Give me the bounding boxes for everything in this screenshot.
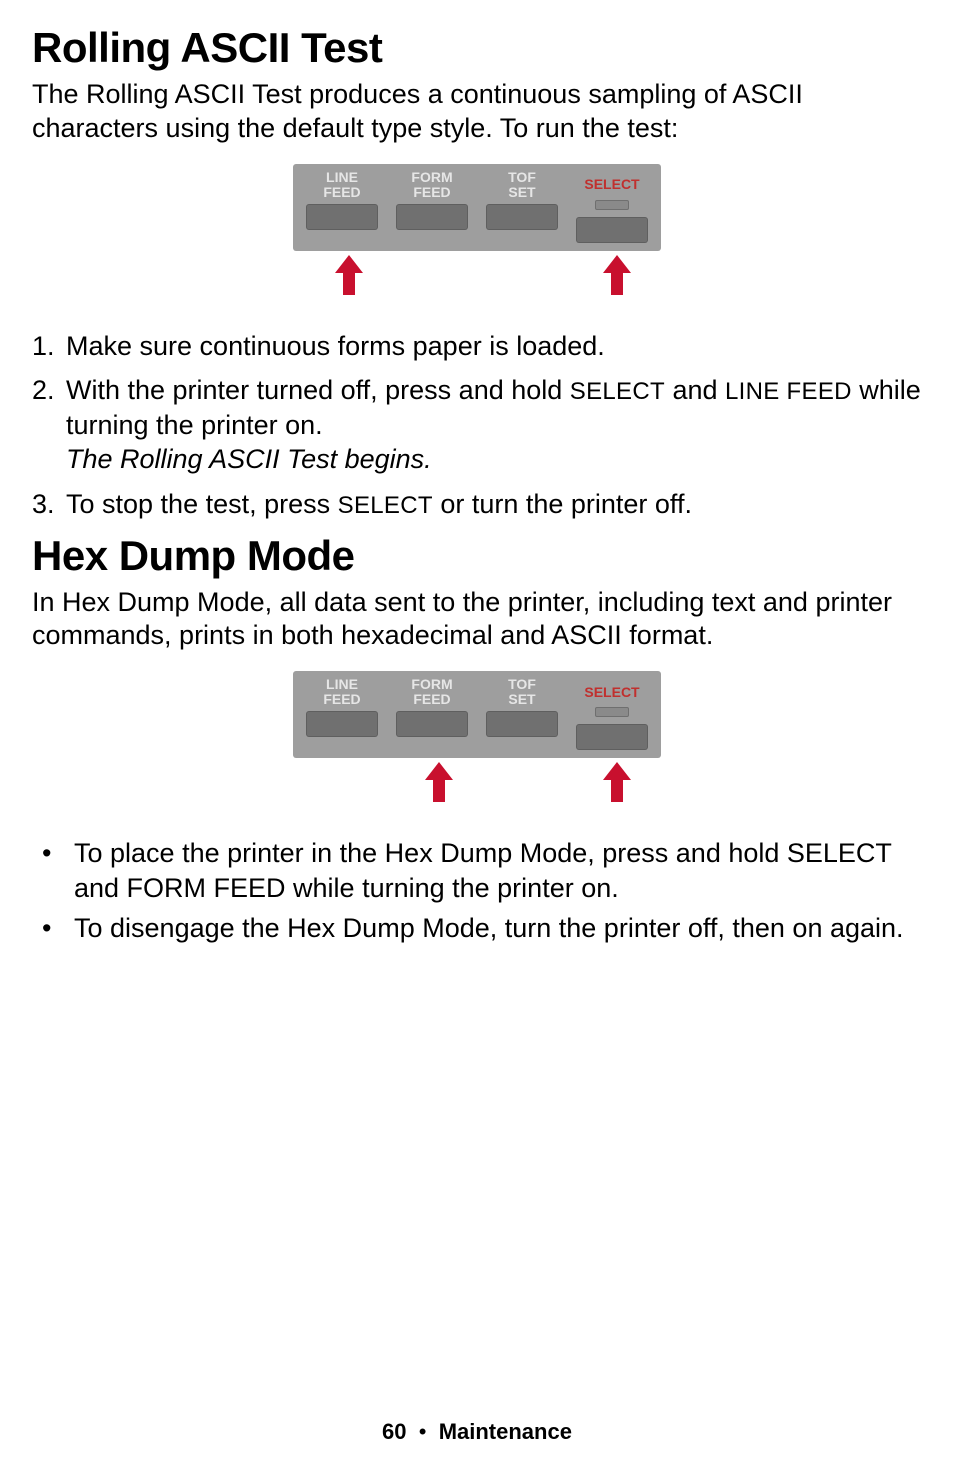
panel2-arrows xyxy=(293,762,661,804)
label: FEED xyxy=(411,692,452,707)
panel1-col-tofset: TOFSET xyxy=(481,170,563,243)
step-text: With the printer turned off, press and h… xyxy=(66,375,570,405)
label: FEED xyxy=(411,185,452,200)
panel2-col-select: SELECT xyxy=(571,677,653,750)
panel2-col-tofset: TOFSET xyxy=(481,677,563,750)
page-number: 60 xyxy=(382,1419,406,1444)
bullet-1: To place the printer in the Hex Dump Mod… xyxy=(32,836,922,905)
section2-intro: In Hex Dump Mode, all data sent to the p… xyxy=(32,586,922,654)
label: LINE xyxy=(323,170,360,185)
footer-section: Maintenance xyxy=(439,1419,572,1444)
step-3: To stop the test, press SELECT or turn t… xyxy=(32,487,922,522)
label: FORM xyxy=(411,677,452,692)
tofset-button[interactable] xyxy=(486,711,558,737)
panel2-col-linefeed: LINEFEED xyxy=(301,677,383,750)
section1-panel: LINEFEED FORMFEED TOFSET SELECT xyxy=(32,164,922,297)
key-linefeed: LINE FEED xyxy=(725,378,852,405)
label: FORM xyxy=(411,170,452,185)
bullet-2: To disengage the Hex Dump Mode, turn the… xyxy=(32,911,922,946)
linefeed-button[interactable] xyxy=(306,711,378,737)
section2-heading: Hex Dump Mode xyxy=(32,532,922,580)
formfeed-button[interactable] xyxy=(396,204,468,230)
select-button[interactable] xyxy=(576,217,648,243)
panel1-col-linefeed: LINEFEED xyxy=(301,170,383,243)
up-arrow-icon xyxy=(603,255,631,295)
step-text: and xyxy=(665,375,725,405)
section2-panel: LINEFEED FORMFEED TOFSET SELECT xyxy=(32,671,922,804)
section1-steps: Make sure continuous forms paper is load… xyxy=(32,329,922,522)
up-arrow-icon xyxy=(335,255,363,295)
select-led xyxy=(595,200,629,210)
section1-intro: The Rolling ASCII Test produces a contin… xyxy=(32,78,922,146)
tofset-button[interactable] xyxy=(486,204,558,230)
up-arrow-icon xyxy=(425,762,453,802)
label: TOF xyxy=(508,170,536,185)
label: FEED xyxy=(323,185,360,200)
step-result: The Rolling ASCII Test begins. xyxy=(66,444,432,474)
step-text: Make sure continuous forms paper is load… xyxy=(66,331,605,361)
step-text: or turn the printer off. xyxy=(433,489,692,519)
label: FEED xyxy=(323,692,360,707)
key-select: SELECT xyxy=(338,492,433,519)
footer-bullet: • xyxy=(419,1419,427,1444)
select-button[interactable] xyxy=(576,724,648,750)
key-select: SELECT xyxy=(570,378,665,405)
label: SET xyxy=(508,692,536,707)
label: SELECT xyxy=(584,685,639,700)
panel1-col-formfeed: FORMFEED xyxy=(391,170,473,243)
up-arrow-icon xyxy=(603,762,631,802)
section1-heading: Rolling ASCII Test xyxy=(32,24,922,72)
step-1: Make sure continuous forms paper is load… xyxy=(32,329,922,364)
section2-bullets: To place the printer in the Hex Dump Mod… xyxy=(32,836,922,946)
page-footer: 60 • Maintenance xyxy=(0,1419,954,1445)
step-2: With the printer turned off, press and h… xyxy=(32,373,922,477)
formfeed-button[interactable] xyxy=(396,711,468,737)
linefeed-button[interactable] xyxy=(306,204,378,230)
label: TOF xyxy=(508,677,536,692)
label: LINE xyxy=(323,677,360,692)
panel1-arrows xyxy=(293,255,661,297)
panel2-col-formfeed: FORMFEED xyxy=(391,677,473,750)
label: SET xyxy=(508,185,536,200)
select-led xyxy=(595,707,629,717)
label: SELECT xyxy=(584,177,639,192)
step-text: To stop the test, press xyxy=(66,489,338,519)
panel1-col-select: SELECT xyxy=(571,170,653,243)
